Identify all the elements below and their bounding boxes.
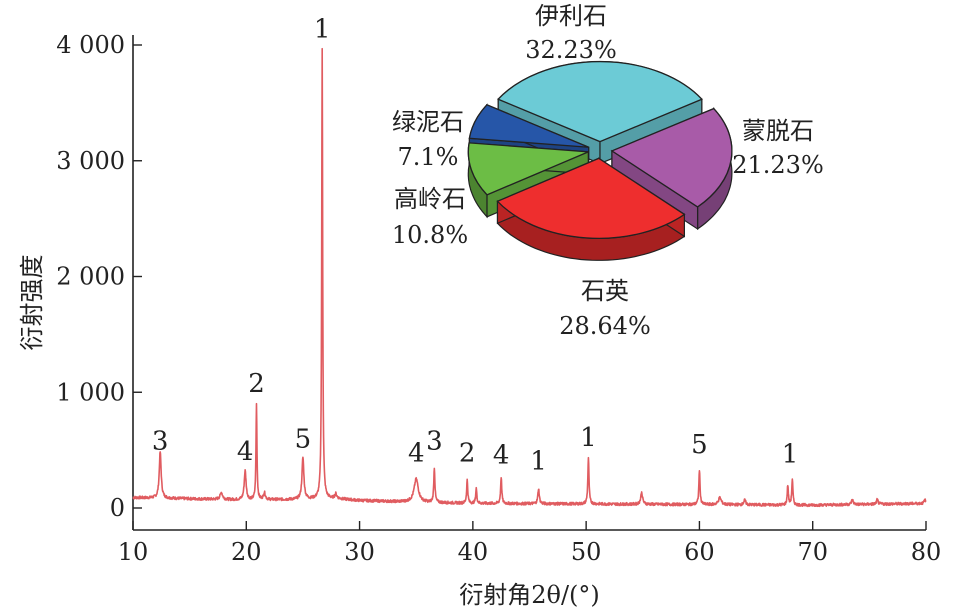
- peak-label: 4: [493, 441, 510, 471]
- x-tick-label: 30: [344, 538, 375, 566]
- xrd-pattern-line: [132, 47, 927, 508]
- x-tick-label: 60: [684, 538, 715, 566]
- y-tick-label: 1 000: [56, 378, 125, 406]
- pie-slice: [497, 60, 703, 143]
- peak-label: 4: [237, 437, 254, 467]
- pie-slice: [468, 104, 589, 148]
- y-axis-title: 衍射强度: [18, 255, 46, 351]
- peak-label: 2: [248, 369, 265, 399]
- y-tick-label: 3 000: [56, 147, 125, 175]
- peak-label: 1: [782, 439, 799, 469]
- pie-slice: [610, 107, 733, 208]
- x-tick-label: 20: [231, 538, 262, 566]
- peak-label: 1: [580, 423, 597, 453]
- x-tick-label: 10: [118, 538, 149, 566]
- axes: [132, 35, 926, 531]
- pie-slice: [467, 142, 589, 196]
- pie-slice-name: 高岭石: [394, 185, 466, 213]
- peak-label: 2: [459, 438, 476, 468]
- peak-label: 5: [691, 430, 708, 460]
- x-axis-title: 衍射角2θ/(°): [459, 581, 600, 609]
- y-tick-label: 2 000: [56, 263, 125, 291]
- x-tick-label: 70: [797, 538, 828, 566]
- x-tick-label: 50: [571, 538, 602, 566]
- y-tick-label: 4 000: [56, 31, 125, 59]
- pie-slice-name: 伊利石: [535, 2, 607, 30]
- peak-label: 1: [530, 446, 547, 476]
- composition-pie: [467, 60, 733, 261]
- y-tick-label: 0: [110, 494, 125, 522]
- pie-slice-percent: 7.1%: [398, 143, 459, 171]
- pie-slice-name: 绿泥石: [392, 108, 464, 136]
- pie-slice-percent: 21.23%: [732, 151, 824, 179]
- pie-slice-percent: 32.23%: [525, 36, 617, 64]
- pie-slice: [496, 157, 686, 239]
- peak-label: 3: [426, 427, 443, 457]
- pie-slice-percent: 10.8%: [392, 221, 468, 249]
- y-ticks: 0 1 000 2 000 3 000 4 000: [56, 31, 142, 522]
- peak-label: 5: [295, 424, 312, 454]
- pie-slice-percent: 28.64%: [559, 312, 651, 340]
- peak-label: 4: [408, 438, 425, 468]
- x-ticks: 10 20 30 40 50 60 70 80: [118, 521, 942, 566]
- x-tick-label: 40: [458, 538, 489, 566]
- pie-slice-name: 石英: [581, 277, 629, 305]
- peak-label: 1: [314, 15, 331, 45]
- pie-slice-name: 蒙脱石: [742, 117, 814, 145]
- peak-label: 3: [152, 427, 169, 457]
- pie-labels: 伊利石 32.23% 蒙脱石 21.23% 石英 28.64% 高岭石 10.8% 绿泥石 7.1…: [392, 2, 824, 340]
- x-tick-label: 80: [911, 538, 942, 566]
